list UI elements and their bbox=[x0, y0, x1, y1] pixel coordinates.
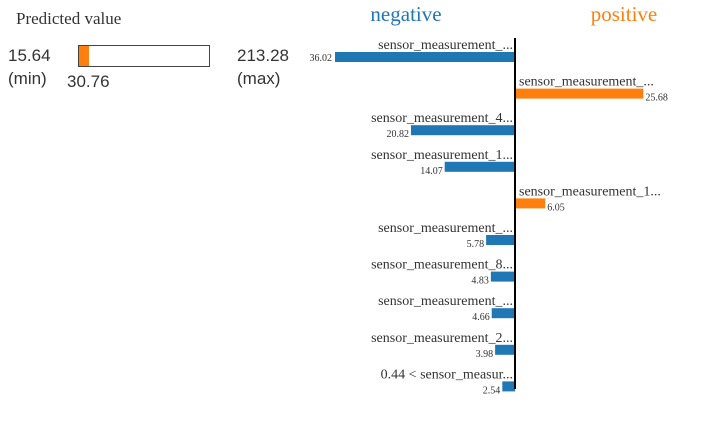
negative-bar bbox=[335, 52, 515, 62]
predicted-max-value: 213.28 bbox=[237, 46, 289, 65]
value-label: 4.83 bbox=[471, 276, 489, 287]
feature-bars: sensor_measurement_... 36.02 sensor_measur… bbox=[310, 38, 668, 396]
feature-label: sensor_measurement_... bbox=[378, 38, 513, 53]
value-label: 3.98 bbox=[476, 349, 494, 360]
positive-bar bbox=[515, 88, 644, 99]
value-label: 4.66 bbox=[472, 312, 490, 323]
negative-header: negative bbox=[370, 2, 441, 26]
predicted-value-panel: Predicted value 15.64 (min) 30.76 213.28… bbox=[0, 0, 300, 110]
value-label: 14.07 bbox=[420, 166, 443, 177]
negative-bar bbox=[490, 271, 515, 282]
negative-bar bbox=[491, 308, 515, 319]
feature-label: sensor_measurement_... bbox=[378, 294, 513, 309]
feature-label: sensor_measurement_... bbox=[519, 75, 654, 90]
value-label: 36.02 bbox=[310, 53, 333, 64]
predicted-max-label: (max) bbox=[237, 69, 281, 88]
feature-label: sensor_measurement_... bbox=[378, 221, 513, 236]
value-label: 25.68 bbox=[645, 93, 668, 104]
predicted-min-label: (min) bbox=[8, 69, 47, 88]
predicted-value-bar bbox=[78, 45, 210, 67]
predicted-value: 30.76 bbox=[67, 72, 110, 91]
feature-label: sensor_measurement_1... bbox=[519, 184, 661, 199]
positive-bar bbox=[515, 198, 546, 209]
feature-label: sensor_measurement_1... bbox=[371, 148, 513, 163]
feature-label: sensor_measurement_2... bbox=[371, 331, 513, 346]
feature-label: sensor_measurement_8... bbox=[371, 258, 513, 273]
negative-bar bbox=[495, 344, 515, 355]
feature-label: 0.44 < sensor_measur... bbox=[381, 367, 513, 382]
predicted-min-value: 15.64 bbox=[8, 46, 51, 65]
value-label: 5.78 bbox=[467, 239, 485, 250]
positive-header: positive bbox=[591, 2, 658, 26]
value-label: 20.82 bbox=[386, 129, 409, 140]
value-label: 6.05 bbox=[547, 202, 565, 213]
predicted-value-title: Predicted value bbox=[16, 9, 122, 28]
feature-label: sensor_measurement_4... bbox=[371, 111, 513, 126]
negative-bar bbox=[410, 125, 515, 136]
negative-bar bbox=[444, 161, 515, 172]
negative-bar bbox=[502, 381, 515, 392]
predicted-value-fill bbox=[79, 46, 89, 66]
value-label: 2.54 bbox=[483, 385, 501, 396]
negative-bar bbox=[486, 235, 515, 245]
